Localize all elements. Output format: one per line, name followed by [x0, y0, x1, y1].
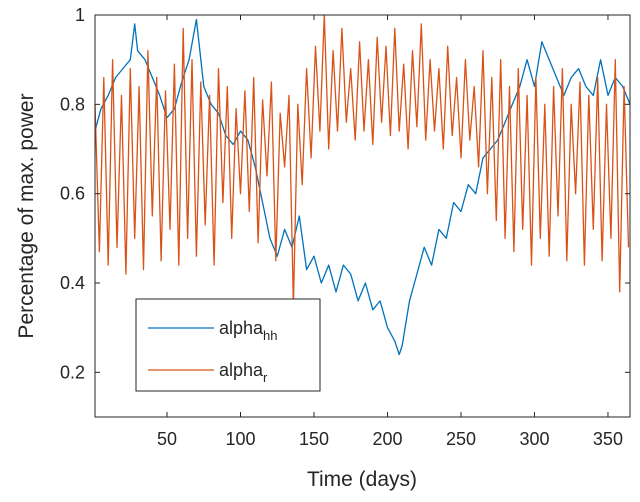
y-tick-label: 0.8: [60, 94, 85, 114]
x-axis-label: Time (days): [307, 468, 417, 491]
x-tick-label: 350: [593, 429, 623, 449]
legend-box: [135, 298, 321, 392]
y-tick-label: 0.2: [60, 362, 85, 382]
legend-label-alpha-r-base: alpha: [219, 360, 264, 380]
x-tick-label: 150: [299, 429, 329, 449]
x-tick-label: 250: [446, 429, 476, 449]
y-axis-label: Percentage of max. power: [15, 93, 38, 338]
series-line-alpha-hh: [94, 18, 631, 356]
y-tick-label: 0.4: [60, 273, 85, 293]
legend-label-alpha-hh-sub: hh: [263, 328, 277, 343]
legend-label-alpha-hh-base: alpha: [219, 318, 264, 338]
legend: alphahh alphar: [135, 298, 321, 392]
plot-frame: [94, 14, 631, 418]
series-layer: [94, 14, 631, 356]
x-tick-label: 200: [372, 429, 402, 449]
legend-label-alpha-r-sub: r: [263, 370, 268, 385]
x-ticks: 50 100 150 200 250 300 350: [157, 15, 623, 449]
legend-label-alpha-hh: alphahh: [219, 318, 278, 343]
series-line-alpha-r: [94, 14, 630, 306]
x-tick-label: 100: [225, 429, 255, 449]
x-tick-label: 300: [519, 429, 549, 449]
legend-label-alpha-r: alphar: [219, 360, 268, 385]
y-tick-label: 1: [75, 5, 85, 25]
y-tick-label: 0.6: [60, 184, 85, 204]
y-ticks: 0.2 0.4 0.6 0.8 1: [60, 5, 630, 382]
x-tick-label: 50: [157, 429, 177, 449]
